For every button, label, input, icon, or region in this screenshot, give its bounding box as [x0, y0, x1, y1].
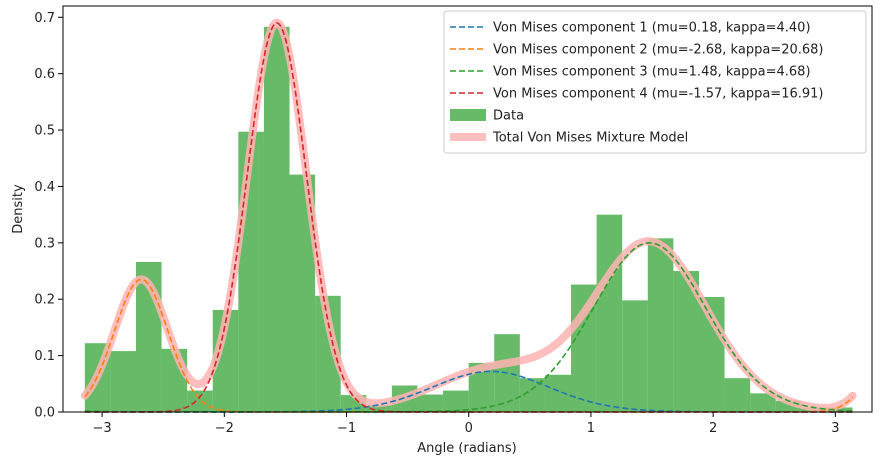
y-tick-label: 0.2	[34, 293, 55, 308]
histogram-bar	[443, 390, 469, 412]
x-axis-ticks: −3 −2 −1 0 1 2 3	[93, 412, 839, 436]
histogram-bar	[238, 131, 264, 412]
legend-label: Von Mises component 3 (mu=1.48, kappa=4.…	[493, 65, 811, 80]
y-tick-label: 0.1	[34, 349, 55, 364]
legend-label: Von Mises component 2 (mu=-2.68, kappa=2…	[493, 43, 823, 58]
x-tick-label: 2	[709, 421, 717, 436]
legend-entry: Von Mises component 2 (mu=-2.68, kappa=2…	[450, 43, 823, 58]
legend: Von Mises component 1 (mu=0.18, kappa=4.…	[443, 10, 867, 154]
x-tick-label: −3	[93, 421, 112, 436]
legend-label: Data	[493, 109, 524, 124]
plot-frame	[62, 5, 873, 413]
legend-entry: Von Mises component 4 (mu=-1.57, kappa=1…	[450, 87, 823, 102]
histogram-bar	[187, 390, 213, 412]
y-tick-label: 0.6	[34, 67, 55, 82]
histogram-bar	[750, 393, 776, 412]
histogram-bar	[596, 214, 623, 412]
y-axis-ticks: 0.0 0.1 0.2 0.3 0.4 0.5 0.6 0.7	[34, 11, 63, 421]
y-tick-label: 0.5	[34, 124, 55, 139]
legend-entry: Data	[450, 109, 524, 124]
x-tick-label: 0	[465, 421, 473, 436]
legend-entry: Von Mises component 3 (mu=1.48, kappa=4.…	[450, 65, 811, 80]
x-axis-label: Angle (radians)	[417, 441, 516, 456]
histogram-bar	[724, 378, 751, 412]
y-tick-label: 0.0	[34, 406, 55, 421]
histogram-bar	[263, 26, 290, 413]
legend-label: Von Mises component 1 (mu=0.18, kappa=4.…	[493, 21, 811, 36]
histogram-bar	[545, 374, 572, 412]
histogram-bar	[110, 351, 136, 412]
histogram-bar	[417, 394, 444, 412]
y-axis-label: Density	[11, 184, 26, 234]
axes: −3 −2 −1 0 1 2 3 0.0 0.1 0.2 0.3 0.4 0.5 0.6 0.7 Angl…	[11, 5, 873, 456]
legend-label: Total Von Mises Mixture Model	[492, 131, 688, 146]
x-tick-label: −1	[337, 421, 356, 436]
x-tick-label: 1	[587, 421, 595, 436]
legend-entry: Von Mises component 1 (mu=0.18, kappa=4.…	[450, 21, 811, 36]
y-tick-label: 0.4	[34, 180, 55, 195]
histogram-bar	[366, 405, 392, 412]
y-tick-label: 0.7	[34, 11, 55, 26]
x-tick-label: −2	[215, 421, 234, 436]
legend-entry: Total Von Mises Mixture Model	[450, 131, 688, 146]
legend-swatch	[450, 109, 486, 121]
legend-label: Von Mises component 4 (mu=-1.57, kappa=1…	[493, 87, 823, 102]
x-tick-label: 3	[831, 421, 839, 436]
histogram-bar	[622, 300, 648, 412]
histogram-bar	[775, 400, 802, 412]
legend-box	[443, 10, 867, 154]
histogram-bar	[647, 238, 674, 412]
y-tick-label: 0.3	[34, 236, 55, 251]
